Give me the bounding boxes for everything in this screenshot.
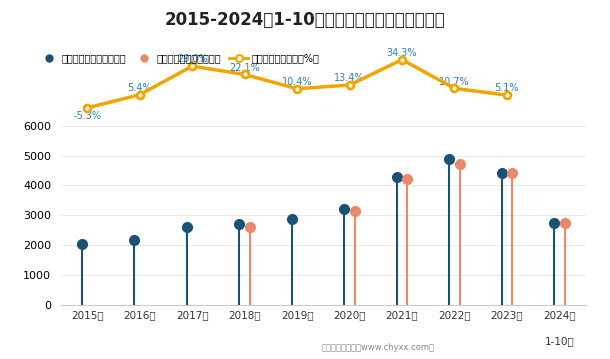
Text: 10.7%: 10.7% bbox=[439, 76, 470, 87]
Text: 2015-2024年1-10月四川省工业企业利润统计图: 2015-2024年1-10月四川省工业企业利润统计图 bbox=[165, 11, 445, 29]
Text: 5.1%: 5.1% bbox=[495, 83, 519, 93]
Text: 10.4%: 10.4% bbox=[282, 77, 312, 87]
Text: 5.4%: 5.4% bbox=[127, 83, 152, 93]
Text: 34.3%: 34.3% bbox=[387, 48, 417, 58]
Legend: 利润总额累计值（亿元）, 营业利润累计值（亿元）, 利润总额累计增长（%）: 利润总额累计值（亿元）, 营业利润累计值（亿元）, 利润总额累计增长（%） bbox=[35, 50, 323, 67]
Text: -5.3%: -5.3% bbox=[73, 111, 101, 121]
Text: 13.4%: 13.4% bbox=[334, 73, 365, 83]
Text: 1-10月: 1-10月 bbox=[545, 336, 574, 346]
Text: 制图：智研咨询（www.chyxx.com）: 制图：智研咨询（www.chyxx.com） bbox=[321, 343, 435, 352]
Text: 22.1%: 22.1% bbox=[229, 63, 260, 73]
Text: 29.0%: 29.0% bbox=[177, 54, 207, 64]
